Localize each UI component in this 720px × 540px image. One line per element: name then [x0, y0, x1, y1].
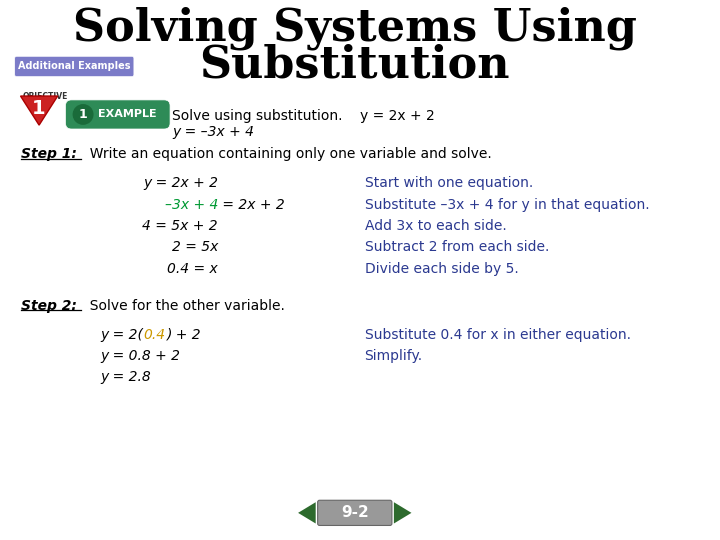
Polygon shape	[394, 502, 411, 523]
Text: y = 0.8 + 2: y = 0.8 + 2	[101, 349, 181, 363]
Circle shape	[73, 105, 93, 124]
FancyBboxPatch shape	[66, 100, 170, 129]
Text: 0.4: 0.4	[144, 328, 166, 342]
Text: 1: 1	[32, 99, 46, 118]
FancyBboxPatch shape	[14, 56, 134, 77]
Polygon shape	[21, 96, 58, 125]
Text: Substitution: Substitution	[199, 43, 510, 86]
Text: Solve for the other variable.: Solve for the other variable.	[81, 299, 285, 313]
FancyBboxPatch shape	[318, 500, 392, 525]
Text: Add 3x to each side.: Add 3x to each side.	[364, 219, 506, 233]
Text: EXAMPLE: EXAMPLE	[98, 110, 156, 119]
Text: y = 2(: y = 2(	[101, 328, 143, 342]
Text: y = –3x + 4: y = –3x + 4	[172, 125, 254, 139]
Text: OBJECTIVE: OBJECTIVE	[22, 92, 68, 101]
Text: Substitute 0.4 for x in either equation.: Substitute 0.4 for x in either equation.	[364, 328, 631, 342]
Text: Subtract 2 from each side.: Subtract 2 from each side.	[364, 240, 549, 254]
Text: 0.4 = x: 0.4 = x	[167, 262, 218, 276]
Text: 9-2: 9-2	[341, 505, 369, 521]
Polygon shape	[298, 502, 315, 523]
Text: Start with one equation.: Start with one equation.	[364, 177, 533, 191]
Text: y = 2x + 2: y = 2x + 2	[143, 177, 218, 191]
Text: 2 = 5x: 2 = 5x	[171, 240, 218, 254]
Text: 1: 1	[78, 108, 87, 121]
Text: Step 1:: Step 1:	[21, 147, 76, 161]
Text: 4 = 5x + 2: 4 = 5x + 2	[143, 219, 218, 233]
Text: Substitute –3x + 4 for y in that equation.: Substitute –3x + 4 for y in that equatio…	[364, 198, 649, 212]
Text: Simplify.: Simplify.	[364, 349, 423, 363]
Text: Solve using substitution.    y = 2x + 2: Solve using substitution. y = 2x + 2	[172, 110, 435, 124]
Text: ) + 2: ) + 2	[167, 328, 202, 342]
Text: –3x + 4: –3x + 4	[165, 198, 218, 212]
Text: Additional Examples: Additional Examples	[18, 62, 130, 71]
Text: y = 2.8: y = 2.8	[101, 370, 151, 384]
Text: Step 2:: Step 2:	[21, 299, 76, 313]
Text: Write an equation containing only one variable and solve.: Write an equation containing only one va…	[81, 147, 492, 161]
Text: Divide each side by 5.: Divide each side by 5.	[364, 262, 518, 276]
Text: Solving Systems Using: Solving Systems Using	[73, 7, 636, 50]
Text: = 2x + 2: = 2x + 2	[218, 198, 284, 212]
